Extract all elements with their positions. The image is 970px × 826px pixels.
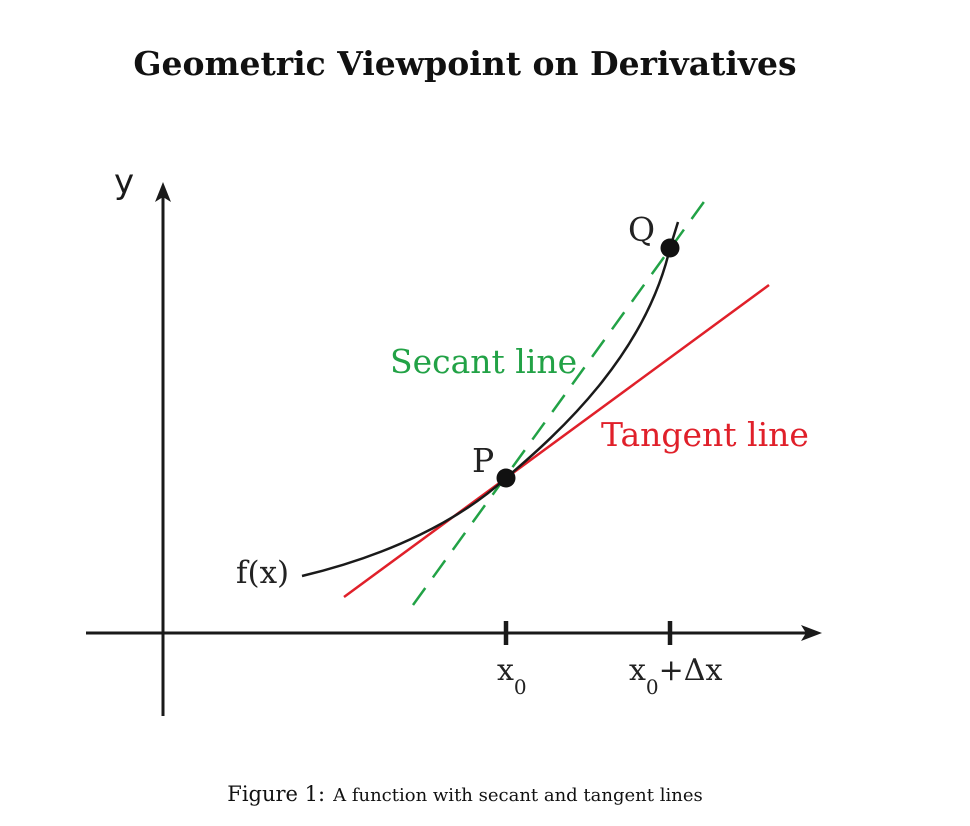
tick-label-x0: x0	[497, 653, 527, 699]
y-axis-label: y	[114, 162, 134, 202]
x-axis-arrowhead	[801, 625, 822, 641]
tick-label-x0-subscript: 0	[514, 675, 527, 699]
tangent-line-label: Tangent line	[601, 415, 809, 454]
page-title: Geometric Viewpoint on Derivatives	[133, 44, 797, 83]
tangent-line	[343, 283, 770, 599]
caption-number: Figure 1:	[227, 782, 326, 806]
secant-line	[411, 198, 708, 606]
point-q-label: Q	[628, 210, 655, 249]
secant-line-label: Secant line	[390, 342, 577, 381]
function-curve	[301, 221, 680, 578]
tick-label-x0-plus-dx: x0+Δx	[629, 653, 722, 699]
figure-caption: Figure 1: A function with secant and tang…	[0, 782, 930, 806]
point-p-label: P	[472, 441, 494, 480]
function-label: f(x)	[236, 555, 289, 591]
tick-label-x0-main: x	[497, 653, 514, 688]
point-p	[496, 468, 516, 488]
tick-label-x0-plus-dx-subscript: 0	[646, 675, 659, 699]
tick-label-x0-plus-dx-main: x	[629, 653, 646, 688]
tick-label-x0-plus-dx-suffix: +Δx	[659, 653, 723, 688]
point-q	[660, 238, 680, 258]
y-axis-arrowhead	[155, 182, 171, 202]
caption-text: A function with secant and tangent lines	[333, 785, 703, 806]
